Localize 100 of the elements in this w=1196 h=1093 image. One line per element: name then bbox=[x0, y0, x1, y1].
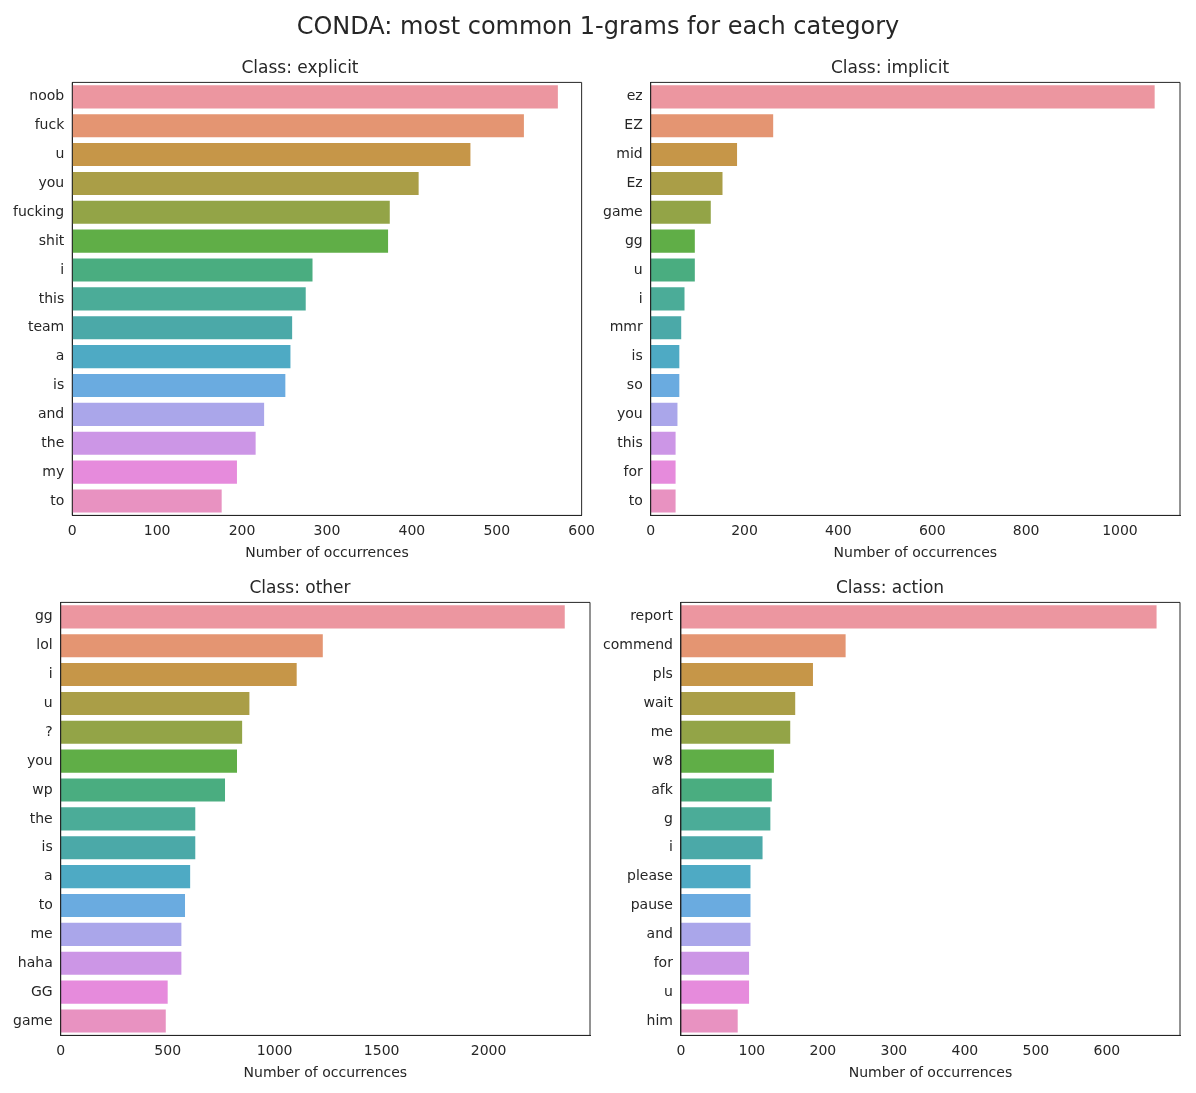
y-tick-label: is bbox=[53, 376, 65, 393]
bar bbox=[680, 893, 751, 918]
y-tick-label: and bbox=[646, 925, 673, 942]
x-tick-label: 600 bbox=[568, 522, 596, 539]
bar bbox=[60, 605, 565, 629]
y-tick-label: GG bbox=[31, 982, 53, 999]
bar bbox=[72, 171, 419, 195]
x-tick-label: 200 bbox=[228, 522, 256, 539]
y-tick-label: team bbox=[27, 318, 65, 335]
bar bbox=[650, 287, 685, 311]
y-tick-label: him bbox=[646, 1011, 673, 1028]
y-tick-label: for bbox=[623, 462, 643, 479]
bar bbox=[60, 634, 323, 658]
bar bbox=[72, 258, 313, 282]
y-tick-label: commend bbox=[602, 636, 673, 653]
bar bbox=[60, 922, 182, 946]
x-tick-label: 0 bbox=[67, 522, 77, 539]
bar bbox=[60, 778, 226, 802]
y-tick-label: to bbox=[50, 491, 65, 508]
y-tick-label: to bbox=[38, 896, 53, 913]
bar bbox=[72, 114, 524, 138]
bar bbox=[60, 691, 250, 715]
y-tick-label: fucking bbox=[12, 202, 65, 219]
y-tick-label: gg bbox=[34, 607, 53, 624]
x-tick-label: 400 bbox=[398, 522, 426, 539]
y-tick-label: u bbox=[664, 982, 673, 999]
bar bbox=[680, 922, 751, 946]
y-tick-label: pls bbox=[652, 665, 673, 682]
y-tick-label: the bbox=[29, 809, 53, 826]
bar bbox=[72, 431, 256, 455]
x-tick-label: 200 bbox=[809, 1042, 837, 1059]
bar bbox=[680, 807, 771, 831]
y-tick-label: a bbox=[55, 347, 65, 364]
y-tick-label: noob bbox=[29, 87, 65, 104]
bar bbox=[650, 431, 676, 455]
y-tick-label: this bbox=[617, 433, 643, 450]
bar bbox=[680, 836, 763, 860]
y-tick-label: afk bbox=[651, 780, 674, 797]
y-tick-label: shit bbox=[38, 231, 65, 248]
y-tick-label: haha bbox=[17, 953, 53, 970]
bar bbox=[650, 85, 1155, 109]
x-tick-label: 1000 bbox=[256, 1042, 293, 1059]
x-tick-label: 400 bbox=[825, 522, 852, 539]
y-tick-label: mid bbox=[616, 145, 643, 162]
y-tick-label: wait bbox=[643, 694, 674, 711]
y-tick-label: pause bbox=[630, 896, 673, 913]
x-tick-label: 0 bbox=[56, 1042, 66, 1059]
bar bbox=[60, 865, 191, 889]
y-tick-label: you bbox=[38, 174, 65, 191]
y-tick-label: please bbox=[627, 867, 673, 884]
bar bbox=[650, 345, 680, 369]
bar bbox=[650, 489, 676, 513]
bar bbox=[72, 373, 286, 398]
y-tick-label: i bbox=[48, 665, 53, 682]
bar bbox=[60, 951, 182, 975]
y-tick-label: this bbox=[38, 289, 65, 306]
bar bbox=[650, 402, 678, 426]
bar bbox=[60, 836, 196, 860]
x-tick-label: 500 bbox=[483, 522, 511, 539]
bar bbox=[650, 258, 695, 282]
bar bbox=[72, 402, 265, 426]
y-tick-label: w8 bbox=[652, 751, 673, 768]
bar bbox=[60, 1009, 166, 1033]
bar bbox=[650, 171, 723, 195]
bar bbox=[60, 807, 196, 831]
x-tick-label: 1000 bbox=[1102, 522, 1138, 539]
bar bbox=[72, 345, 291, 369]
y-tick-label: i bbox=[60, 260, 65, 277]
y-tick-label: you bbox=[26, 751, 53, 768]
y-tick-label: mmr bbox=[609, 318, 643, 335]
bar bbox=[72, 200, 390, 224]
y-tick-label: EZ bbox=[624, 116, 643, 133]
y-tick-label: me bbox=[650, 722, 673, 739]
x-tick-label: 500 bbox=[1022, 1042, 1050, 1059]
y-tick-label: so bbox=[626, 376, 643, 393]
bar bbox=[680, 720, 791, 744]
y-tick-label: for bbox=[653, 953, 674, 970]
bar bbox=[680, 691, 796, 715]
x-tick-label: 300 bbox=[880, 1042, 908, 1059]
bar bbox=[680, 980, 750, 1004]
x-tick-label: 600 bbox=[1093, 1042, 1121, 1059]
x-tick-label: 200 bbox=[731, 522, 758, 539]
x-tick-label: 100 bbox=[738, 1042, 766, 1059]
y-tick-label: my bbox=[42, 462, 65, 479]
y-tick-label: the bbox=[41, 433, 65, 450]
x-tick-label: 600 bbox=[918, 522, 946, 539]
bar bbox=[72, 316, 293, 340]
y-tick-label: g bbox=[664, 809, 673, 826]
x-tick-label: 0 bbox=[676, 1042, 686, 1059]
bar bbox=[60, 749, 237, 773]
x-tick-label: 300 bbox=[313, 522, 341, 539]
bar bbox=[650, 200, 711, 224]
y-tick-label: u bbox=[633, 260, 643, 277]
x-tick-label: 800 bbox=[1012, 522, 1040, 539]
bar bbox=[680, 1009, 738, 1033]
y-tick-label: you bbox=[616, 405, 643, 422]
bar bbox=[60, 663, 297, 687]
y-tick-label: report bbox=[630, 607, 674, 624]
chart-title: Class: other bbox=[249, 576, 351, 597]
bar bbox=[72, 85, 558, 109]
